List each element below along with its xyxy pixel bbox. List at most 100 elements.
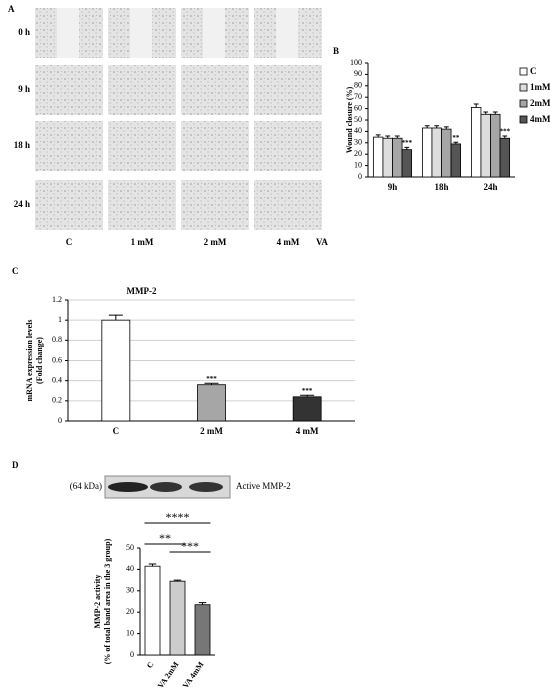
- significance: ***: [302, 387, 313, 395]
- bar: [144, 565, 161, 656]
- y-tick-label: 1: [58, 315, 62, 324]
- micrograph: [181, 180, 249, 230]
- significance: **: [452, 134, 460, 142]
- legend-label: C: [530, 66, 537, 76]
- column-label: 1 mM: [131, 237, 154, 247]
- x-tick-label: 9h: [388, 182, 398, 192]
- wound-gap: [57, 8, 79, 58]
- bracket-label: ***: [181, 539, 199, 553]
- y-tick-label: 50: [354, 115, 362, 124]
- x-tick-label: 18h: [434, 182, 448, 192]
- column-label: C: [66, 237, 73, 247]
- y-tick-label: 70: [354, 92, 362, 101]
- bar: [372, 136, 384, 178]
- blot-band: [189, 482, 223, 492]
- legend-swatch: [519, 99, 528, 108]
- y-tick-label: 100: [350, 58, 362, 67]
- y-axis-label: Wound closure (%): [345, 86, 354, 153]
- y-tick-label: 40: [354, 126, 362, 135]
- wound-gap: [203, 8, 225, 58]
- y-tick-label: 10: [354, 160, 362, 169]
- bar: [197, 384, 226, 422]
- y-tick-label: 1.2: [52, 295, 62, 304]
- bar: [292, 396, 322, 422]
- micrograph: [35, 180, 103, 230]
- legend-label: 1mM: [530, 82, 550, 92]
- row-label: 9 h: [18, 84, 30, 94]
- micrograph: [108, 65, 176, 115]
- micrograph: [254, 180, 322, 230]
- legend-swatch: [519, 67, 528, 76]
- treatment-label: VA: [316, 237, 328, 247]
- error-bar: [394, 135, 400, 139]
- error-bar: [424, 125, 430, 128]
- error-bar: [300, 394, 315, 397]
- y-axis-label: MMP-2 activity: [93, 575, 102, 629]
- y-tick-label: 0.8: [52, 335, 62, 344]
- column-label: 4 mM: [277, 237, 300, 247]
- bar: [499, 137, 511, 178]
- error-bar: [385, 135, 391, 139]
- micrograph: [254, 121, 322, 171]
- chart-title: MMP-2: [127, 286, 157, 296]
- y-axis-label: (% of total band area in the 3 group): [103, 538, 112, 664]
- wound-gap: [276, 8, 298, 58]
- error-bar: [453, 141, 459, 144]
- error-bar: [375, 134, 381, 138]
- x-tick-label: 24h: [483, 182, 497, 192]
- micrograph: [35, 121, 103, 171]
- bar: [401, 149, 413, 178]
- y-tick-label: 20: [354, 149, 362, 158]
- error-bar: [198, 602, 207, 605]
- y-tick-label: 0.6: [52, 355, 62, 364]
- y-tick-label: 0.2: [52, 396, 62, 405]
- error-bar: [204, 382, 219, 385]
- x-tick-label: C: [145, 660, 156, 670]
- bracket-label: **: [159, 531, 171, 545]
- row-label: 18 h: [14, 140, 30, 150]
- y-tick-label: 30: [126, 586, 134, 595]
- legend-label: 4mM: [530, 114, 550, 124]
- y-tick-label: 0.4: [52, 375, 62, 384]
- bar: [450, 143, 462, 178]
- row-label: 0 h: [18, 27, 30, 37]
- y-tick-label: 0: [58, 416, 62, 425]
- y-tick-label: 0: [358, 172, 362, 181]
- legend-swatch: [519, 115, 528, 124]
- bar: [480, 113, 491, 178]
- blot-label: Active MMP-2: [236, 481, 291, 491]
- y-tick-label: 90: [354, 69, 362, 78]
- significance: ***: [402, 139, 413, 147]
- panel-label: D: [12, 460, 19, 470]
- significance: ***: [500, 128, 511, 136]
- error-bar: [404, 146, 410, 150]
- y-axis-label: mRNA expression levels: [25, 319, 34, 401]
- micrograph: [108, 180, 176, 230]
- error-bar: [492, 111, 498, 115]
- error-bar: [434, 125, 440, 128]
- bar: [421, 127, 433, 178]
- y-tick-label: 50: [126, 543, 134, 552]
- y-tick-label: 60: [354, 103, 362, 112]
- bracket-label: ****: [166, 510, 190, 524]
- panel-label: B: [333, 46, 339, 56]
- x-tick-label: 4 mM: [296, 426, 319, 436]
- bar: [382, 137, 393, 178]
- y-tick-label: 80: [354, 81, 362, 90]
- micrograph: [108, 121, 176, 171]
- row-label: 24 h: [14, 199, 30, 209]
- panel-label: C: [12, 266, 19, 276]
- y-tick-label: 0: [130, 650, 134, 659]
- bar: [431, 127, 442, 178]
- micrograph: [181, 65, 249, 115]
- y-tick-label: 10: [126, 628, 134, 637]
- y-axis-label: (Fold change): [35, 337, 44, 384]
- bar: [441, 128, 452, 178]
- error-bar: [483, 111, 489, 115]
- error-bar: [173, 579, 182, 582]
- micrograph: [254, 65, 322, 115]
- y-tick-label: 20: [126, 607, 134, 616]
- micrograph: [181, 121, 249, 171]
- bar: [470, 107, 482, 178]
